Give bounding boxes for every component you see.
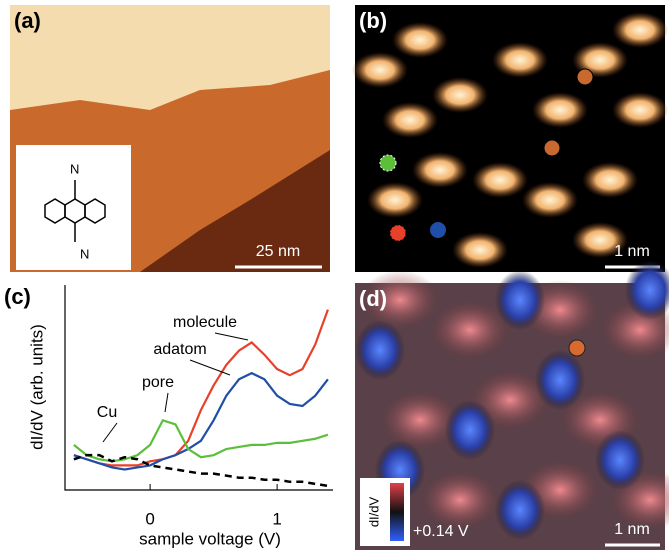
bias-label: +0.14 V bbox=[413, 523, 469, 540]
series-label: adatom bbox=[153, 341, 206, 358]
blob bbox=[582, 162, 638, 198]
molecule-structure bbox=[44, 180, 106, 242]
marker bbox=[389, 224, 407, 242]
blob bbox=[452, 232, 508, 268]
blue-region bbox=[595, 430, 645, 490]
red-region bbox=[380, 390, 460, 450]
blue-region bbox=[355, 320, 405, 380]
series-line bbox=[73, 453, 329, 488]
panel-c: (c) sample voltage (V) dI/dV (arb. units… bbox=[4, 284, 333, 548]
blob bbox=[522, 182, 578, 218]
leader-line bbox=[164, 392, 169, 413]
series-line bbox=[73, 371, 329, 471]
blob bbox=[367, 182, 423, 218]
blue-region bbox=[495, 480, 545, 540]
axes bbox=[64, 285, 333, 491]
scale-bar-label: 1 nm bbox=[614, 521, 650, 538]
red-region bbox=[430, 300, 510, 360]
blob bbox=[492, 42, 548, 78]
blue-region bbox=[535, 350, 585, 410]
scale-bar-label: 25 nm bbox=[256, 243, 300, 260]
inset-atom: N bbox=[80, 246, 89, 261]
x-axis-title: sample voltage (V) bbox=[139, 529, 281, 548]
red-region bbox=[360, 270, 440, 330]
inset-atom: N bbox=[70, 161, 79, 176]
blob bbox=[612, 12, 668, 48]
blue-region bbox=[625, 260, 669, 320]
panel-label: (d) bbox=[359, 286, 387, 311]
series-label: pore bbox=[142, 374, 174, 391]
panel-a: N N (a) 25 nm bbox=[10, 5, 330, 272]
y-axis-title: dI/dV (arb. units) bbox=[27, 324, 46, 450]
leader-line bbox=[102, 422, 118, 443]
blob bbox=[612, 92, 668, 128]
panel-label: (a) bbox=[14, 8, 41, 33]
blob bbox=[352, 52, 408, 88]
series-label: molecule bbox=[173, 314, 237, 331]
terrace-lower bbox=[140, 150, 330, 272]
series-line bbox=[73, 418, 329, 463]
blob bbox=[412, 152, 468, 188]
blob bbox=[532, 92, 588, 128]
scale-bar-label: 1 nm bbox=[614, 243, 650, 260]
panel-label: (c) bbox=[4, 284, 31, 309]
colorbar-label: dI/dV bbox=[366, 496, 381, 527]
x-tick-label: 1 bbox=[272, 509, 281, 528]
panel-label: (b) bbox=[359, 8, 387, 33]
inset bbox=[16, 145, 131, 270]
marker bbox=[379, 154, 397, 172]
panel-b: (b) 1 nm bbox=[352, 5, 668, 272]
blob bbox=[472, 162, 528, 198]
blob bbox=[392, 22, 448, 58]
blue-region bbox=[445, 400, 495, 460]
colorbar bbox=[390, 483, 404, 541]
marker bbox=[568, 339, 586, 357]
marker bbox=[430, 222, 446, 238]
marker bbox=[543, 139, 561, 157]
terrace-upper bbox=[10, 5, 330, 110]
panel-d: (d) dI/dV +0.14 V 1 nm bbox=[355, 260, 669, 550]
red-region bbox=[420, 470, 500, 530]
blob bbox=[382, 102, 438, 138]
marker bbox=[576, 68, 594, 86]
x-tick-label: 0 bbox=[145, 509, 154, 528]
blob bbox=[432, 77, 488, 113]
leader-line bbox=[214, 332, 249, 341]
series-line bbox=[73, 309, 329, 467]
blue-region bbox=[495, 270, 545, 330]
blob bbox=[572, 222, 628, 258]
series-label: Cu bbox=[97, 404, 117, 421]
leader-line bbox=[189, 359, 231, 376]
